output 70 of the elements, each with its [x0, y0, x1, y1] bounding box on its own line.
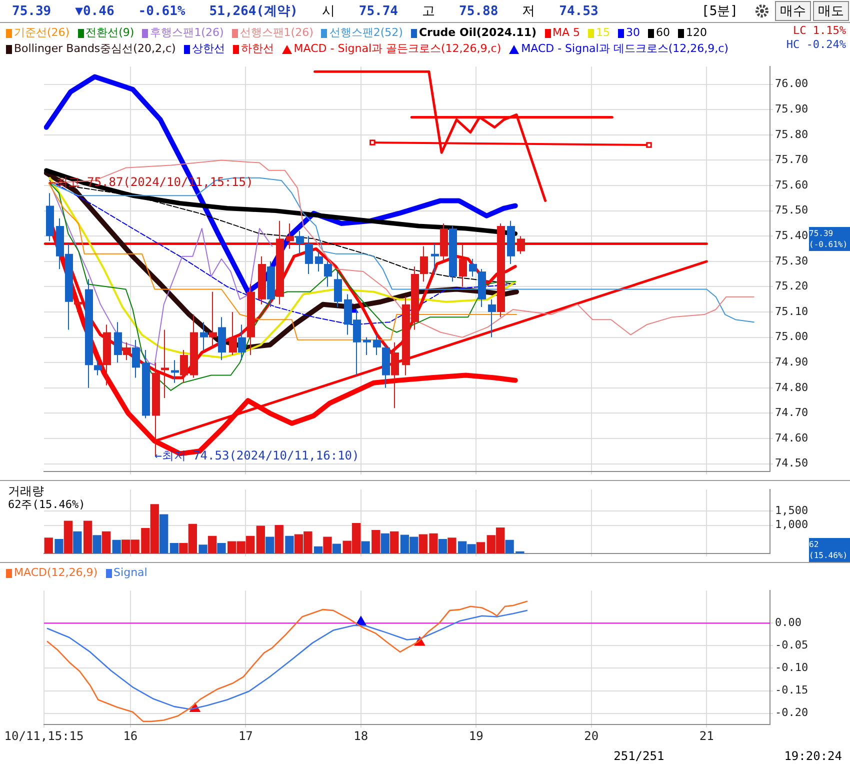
text: LC 1.15% [792, 24, 846, 38]
y-tick-label: 0.00 [775, 616, 802, 629]
y-tick-label: 75.70 [775, 153, 808, 166]
legend-label: MA 5 [552, 25, 580, 41]
y-tick-label: 75.60 [775, 178, 808, 192]
y-tick-label: 75.00 [775, 330, 808, 344]
y-tick-label: 1,500 [775, 504, 808, 518]
legend-label: 기준선(26) [14, 25, 70, 41]
x-tick-label: 19 [468, 728, 484, 743]
text: 매수 [775, 1, 811, 21]
text: 75.74 [358, 4, 400, 18]
legend-label: 60 [656, 25, 670, 41]
y-tick-label: 75.90 [775, 102, 808, 116]
y-tick-label: 76.00 [775, 77, 808, 90]
legend-label: 전환선(9) [86, 25, 134, 41]
y-tick-label: 75.80 [775, 128, 808, 141]
legend-label: 선행스팬2(52) [329, 25, 403, 41]
chart-title: 거래량 [8, 484, 45, 498]
text: 저 [521, 3, 536, 20]
text: [5분] [700, 3, 739, 20]
y-tick-label: 1,000 [775, 518, 808, 532]
y-tick-label: 75.40 [775, 228, 808, 242]
x-tick-label: 16 [123, 728, 138, 743]
y-tick-label: -0.05 [775, 638, 808, 652]
text: 51,264(계약) [208, 3, 299, 20]
legend-label: 하한선 [240, 41, 274, 57]
annotation: 62주(15.46%) [8, 498, 86, 512]
text: -0.61% [137, 4, 186, 18]
legend-label: MACD - Signal과 데드크로스(12,26,9,c) [521, 41, 728, 57]
y-tick-label: -0.10 [775, 661, 808, 674]
text: 75.39 [11, 4, 52, 18]
text: 251/251 [614, 748, 664, 764]
y-tick-label: -0.20 [775, 706, 808, 720]
y-tick-label: 75.30 [775, 254, 808, 268]
text: 74.53 [558, 4, 600, 18]
legend-label: MACD - Signal과 골든크로스(12,26,9,c) [294, 41, 502, 57]
legend-label: 선행스팬1(26) [240, 25, 314, 41]
annotation: ←최저 74.53(2024/10/11,16:10) [154, 448, 360, 462]
text: 고 [421, 3, 436, 20]
y-tick-label: 74.80 [775, 380, 808, 394]
legend-label: 30 [626, 25, 640, 41]
x-tick-label: 20 [584, 728, 599, 743]
x-tick-label: 21 [699, 728, 714, 743]
text: ▼0.46 [74, 4, 116, 18]
legend-label: Crude Oil(2024.11) [418, 25, 537, 41]
y-tick-label: 74.90 [775, 355, 808, 368]
text: HC -0.24% [786, 38, 846, 52]
x-tick-label: 10/11,15:15 [4, 728, 84, 743]
y-tick-label: 75.20 [775, 280, 808, 293]
text: 매도 [813, 1, 849, 21]
y-tick-label: 74.50 [775, 456, 808, 470]
legend-label: MACD(12,26,9) [14, 565, 98, 581]
legend-label: 120 [686, 25, 708, 41]
legend-label: Bollinger Bands중심선(20,2,c) [14, 41, 176, 57]
legend-label: 15 [596, 25, 610, 41]
legend-label: 상한선 [192, 41, 225, 57]
x-tick-label: 18 [354, 728, 368, 743]
x-tick-label: 17 [238, 728, 253, 743]
text: 75.39 (-0.61%) [809, 228, 850, 250]
text: 19:20:24 [784, 748, 842, 764]
legend-label: Signal [114, 565, 148, 581]
legend-label: 후행스팬1(26) [150, 25, 224, 41]
y-tick-label: -0.15 [775, 684, 808, 697]
y-tick-label: 74.60 [775, 431, 808, 444]
text: 시 [320, 3, 336, 20]
y-tick-label: 75.50 [775, 204, 808, 217]
text: 62 (15.46%) [809, 539, 850, 561]
y-tick-label: 75.10 [775, 304, 808, 318]
y-tick-label: 74.70 [775, 406, 808, 420]
text: 75.88 [458, 4, 500, 18]
